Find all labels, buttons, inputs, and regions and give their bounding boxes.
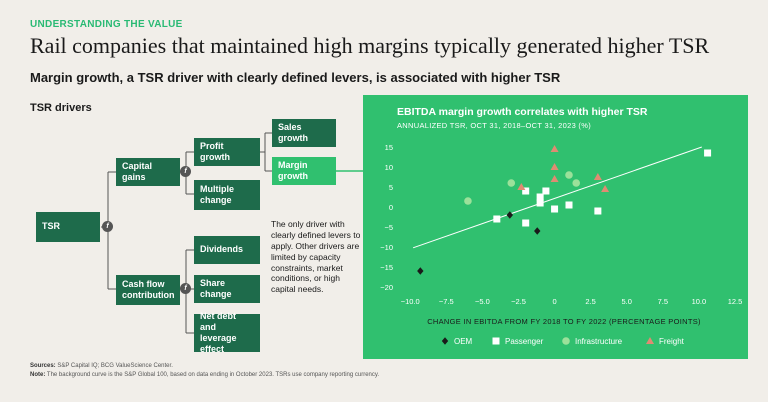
point-oem <box>534 227 541 235</box>
point-freight <box>550 163 559 170</box>
node-margin-growth: Margin growth <box>272 157 336 185</box>
trend-line <box>412 146 702 249</box>
point-freight <box>517 183 526 190</box>
point-passenger <box>522 219 530 227</box>
legend-marker-passenger <box>492 337 500 345</box>
x-tick-label: 12.5 <box>728 297 743 306</box>
point-freight <box>550 145 559 152</box>
point-oem <box>506 211 514 219</box>
page-title: Rail companies that maintained high marg… <box>30 33 710 58</box>
x-axis-label: CHANGE IN EBITDA FROM FY 2018 TO FY 2022… <box>427 317 701 326</box>
tree-heading: TSR drivers <box>30 102 92 114</box>
y-tick-label: −20 <box>380 283 393 292</box>
y-tick-label: −10 <box>380 243 393 252</box>
node-multiple-change: Multiple change <box>194 180 260 210</box>
x-tick-label: −10.0 <box>401 297 420 306</box>
node-tsr: TSR <box>36 212 100 242</box>
x-tick-label: −5.0 <box>475 297 490 306</box>
point-passenger <box>594 207 602 215</box>
point-freight <box>593 173 602 180</box>
point-passenger <box>565 201 573 209</box>
point-freight <box>550 175 559 182</box>
x-tick-label: −2.5 <box>511 297 526 306</box>
node-profit-growth: Profit growth <box>194 138 260 166</box>
y-tick-label: −15 <box>380 263 393 272</box>
node-sales-growth: Sales growth <box>272 119 336 147</box>
chart-panel: EBITDA margin growth correlates with hig… <box>363 95 748 359</box>
scatter-chart: EBITDA margin growth correlates with hig… <box>380 106 743 346</box>
note-label: Note: <box>30 371 46 378</box>
legend-label-passenger: Passenger <box>505 337 544 346</box>
point-infrastructure <box>572 179 581 187</box>
point-passenger <box>536 199 544 207</box>
point-passenger <box>493 215 501 223</box>
node-cash-flow-contribution: Cash flow contribution <box>116 275 180 305</box>
chart-title: EBITDA margin growth correlates with hig… <box>397 106 648 118</box>
node-share-change: Share change <box>194 275 260 303</box>
page-subtitle: Margin growth, a TSR driver with clearly… <box>30 70 561 85</box>
point-freight <box>601 185 610 192</box>
legend-label-oem: OEM <box>454 337 473 346</box>
point-oem <box>417 267 424 275</box>
chart-subtitle: ANNUALIZED TSR, OCT 31, 2018–OCT 31, 202… <box>397 121 591 130</box>
node-dividends: Dividends <box>194 236 260 264</box>
point-passenger <box>522 187 530 195</box>
point-infrastructure <box>507 179 516 187</box>
note-text: The background curve is the S&P Global 1… <box>45 371 380 378</box>
sources-label: Sources: <box>30 363 56 369</box>
y-tick-label: 15 <box>385 143 393 152</box>
node-capital-gains: Capital gains <box>116 158 180 186</box>
legend-marker-infrastructure <box>562 337 570 345</box>
sources-note: Sources: S&P Capital IQ; BCG ValueScienc… <box>30 362 379 379</box>
x-tick-label: 10.0 <box>692 297 707 306</box>
x-tick-label: 2.5 <box>585 297 595 306</box>
sources-text: S&P Capital IQ; BCG ValueScience Center. <box>55 363 173 369</box>
function-operator-icon: f <box>180 283 191 294</box>
x-tick-label: 5.0 <box>622 297 632 306</box>
y-tick-label: 5 <box>389 183 393 192</box>
point-passenger <box>551 205 559 213</box>
legend-marker-freight <box>646 337 654 344</box>
x-tick-label: −7.5 <box>439 297 454 306</box>
point-passenger <box>542 187 550 195</box>
y-tick-label: 10 <box>385 163 393 172</box>
x-tick-label: 7.5 <box>658 297 668 306</box>
point-passenger <box>536 193 544 201</box>
margin-growth-note: The only driver with clearly defined lev… <box>271 219 361 295</box>
legend-label-infrastructure: Infrastructure <box>575 337 623 346</box>
x-tick-label: 0 <box>552 297 556 306</box>
legend-label-freight: Freight <box>659 337 685 346</box>
function-operator-icon: f <box>102 221 113 232</box>
eyebrow: UNDERSTANDING THE VALUE <box>30 19 183 30</box>
point-infrastructure <box>464 197 472 205</box>
y-tick-label: −5 <box>384 223 393 232</box>
point-passenger <box>704 149 712 157</box>
y-tick-label: 0 <box>389 203 393 212</box>
function-operator-icon: f <box>180 166 191 177</box>
point-infrastructure <box>565 171 573 179</box>
node-net-debt-leverage: Net debt and leverage effect <box>194 311 260 354</box>
legend-marker-oem <box>441 337 449 345</box>
